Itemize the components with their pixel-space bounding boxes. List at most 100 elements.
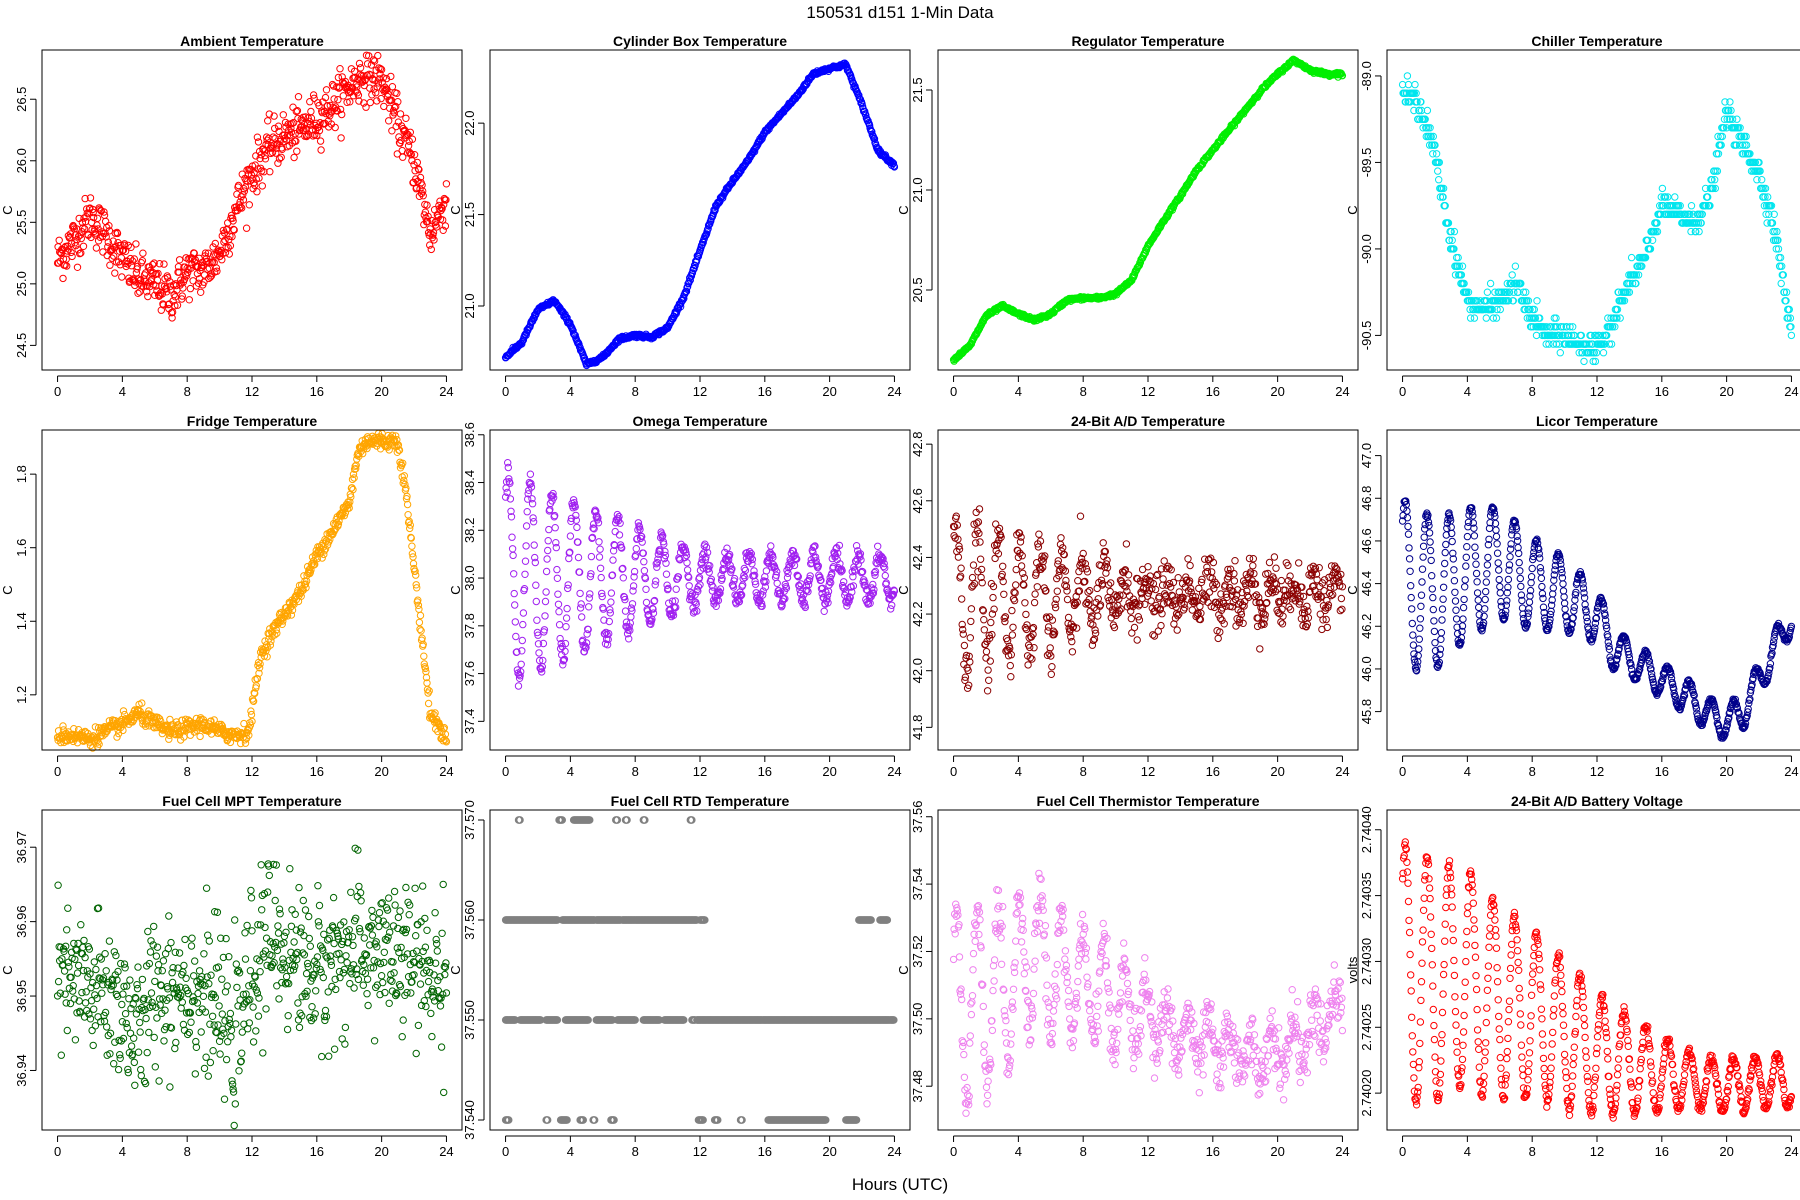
x-tick-label: 8	[632, 384, 639, 399]
y-axis-label: C	[0, 205, 15, 214]
data-point	[336, 105, 345, 114]
x-tick-label: 8	[184, 384, 191, 399]
data-point	[874, 542, 882, 550]
panel-title: Cylinder Box Temperature	[613, 33, 787, 49]
data-point	[1599, 349, 1608, 357]
data-point	[577, 600, 585, 608]
data-point	[621, 607, 630, 615]
data-point	[1627, 253, 1636, 262]
data-point	[619, 574, 627, 582]
data-point	[628, 600, 637, 608]
data-point	[545, 525, 553, 534]
data-point	[270, 112, 278, 120]
data-point	[67, 248, 75, 257]
y-tick-label: 26.5	[14, 87, 29, 112]
data-point	[607, 589, 616, 597]
x-tick-label: 4	[1015, 384, 1022, 399]
data-point	[566, 532, 575, 540]
data-point	[76, 231, 84, 239]
data-point	[217, 246, 225, 255]
data-point	[640, 558, 648, 566]
data-point	[279, 111, 287, 119]
data-point	[164, 274, 172, 282]
data-point	[213, 267, 221, 275]
data-point	[130, 255, 139, 263]
data-point	[141, 269, 150, 277]
data-point	[976, 555, 985, 563]
data-point	[1035, 530, 1043, 538]
data-point	[420, 652, 428, 660]
data-point	[212, 264, 221, 272]
y-axis: 37.437.637.838.038.238.438.6	[462, 422, 485, 734]
data-point	[361, 75, 370, 84]
y-tick-label: 1.2	[14, 686, 29, 704]
data-point	[976, 538, 984, 546]
data-points	[53, 51, 451, 322]
data-point	[222, 226, 231, 234]
data-point	[1127, 614, 1136, 623]
x-axis: 0 4 8 12 16 20 24	[502, 755, 902, 779]
data-point	[294, 114, 302, 123]
data-point	[379, 74, 387, 82]
data-point	[415, 605, 423, 613]
data-points	[501, 59, 899, 370]
x-tick-label: 12	[1590, 384, 1604, 399]
data-point	[307, 114, 316, 122]
data-point	[121, 247, 130, 256]
y-tick-label: 21.0	[910, 177, 925, 202]
data-point	[999, 562, 1007, 570]
data-point	[226, 242, 235, 250]
data-point	[587, 552, 596, 561]
data-point	[553, 574, 562, 582]
data-point	[519, 620, 527, 629]
data-point	[1671, 193, 1679, 201]
data-point	[228, 232, 236, 241]
data-point	[984, 666, 992, 674]
data-point	[312, 119, 320, 128]
data-point	[1533, 297, 1541, 305]
y-tick-label: 25.5	[14, 210, 29, 235]
data-point	[265, 110, 273, 118]
data-point	[133, 262, 142, 271]
data-point	[182, 272, 191, 280]
data-point	[408, 542, 416, 550]
data-point	[573, 523, 581, 532]
x-tick-label: 0	[54, 384, 61, 399]
data-point	[316, 137, 325, 145]
data-point	[1021, 599, 1029, 607]
data-point	[185, 296, 194, 304]
x-tick-label: 12	[245, 384, 259, 399]
data-point	[253, 188, 261, 196]
data-point	[85, 209, 93, 217]
data-point	[517, 660, 525, 668]
data-point	[366, 98, 374, 107]
data-point	[230, 226, 238, 234]
x-axis: 0 4 8 12 16 20 24	[54, 375, 454, 399]
data-point	[254, 165, 262, 173]
data-point	[987, 618, 995, 627]
data-point	[1157, 621, 1165, 630]
data-point	[1009, 623, 1017, 631]
y-axis: 21.021.522.0	[462, 110, 485, 319]
data-point	[1000, 590, 1008, 598]
data-point	[555, 621, 564, 629]
data-point	[1687, 202, 1696, 210]
y-axis: 24.525.025.526.026.5	[14, 87, 37, 358]
data-point	[186, 284, 195, 293]
data-point	[113, 229, 122, 238]
data-point	[277, 153, 285, 162]
data-point	[55, 236, 63, 245]
data-point	[110, 252, 118, 260]
plot-frame	[1386, 49, 1800, 371]
data-point	[310, 94, 318, 103]
y-axis-label: C	[896, 205, 911, 214]
data-point	[304, 114, 312, 122]
data-point	[346, 98, 354, 106]
data-point	[138, 257, 147, 265]
y-tick-label: 37.6	[462, 661, 477, 686]
data-point	[89, 208, 97, 217]
y-tick-label: 24.5	[14, 333, 29, 358]
data-point	[366, 84, 374, 92]
